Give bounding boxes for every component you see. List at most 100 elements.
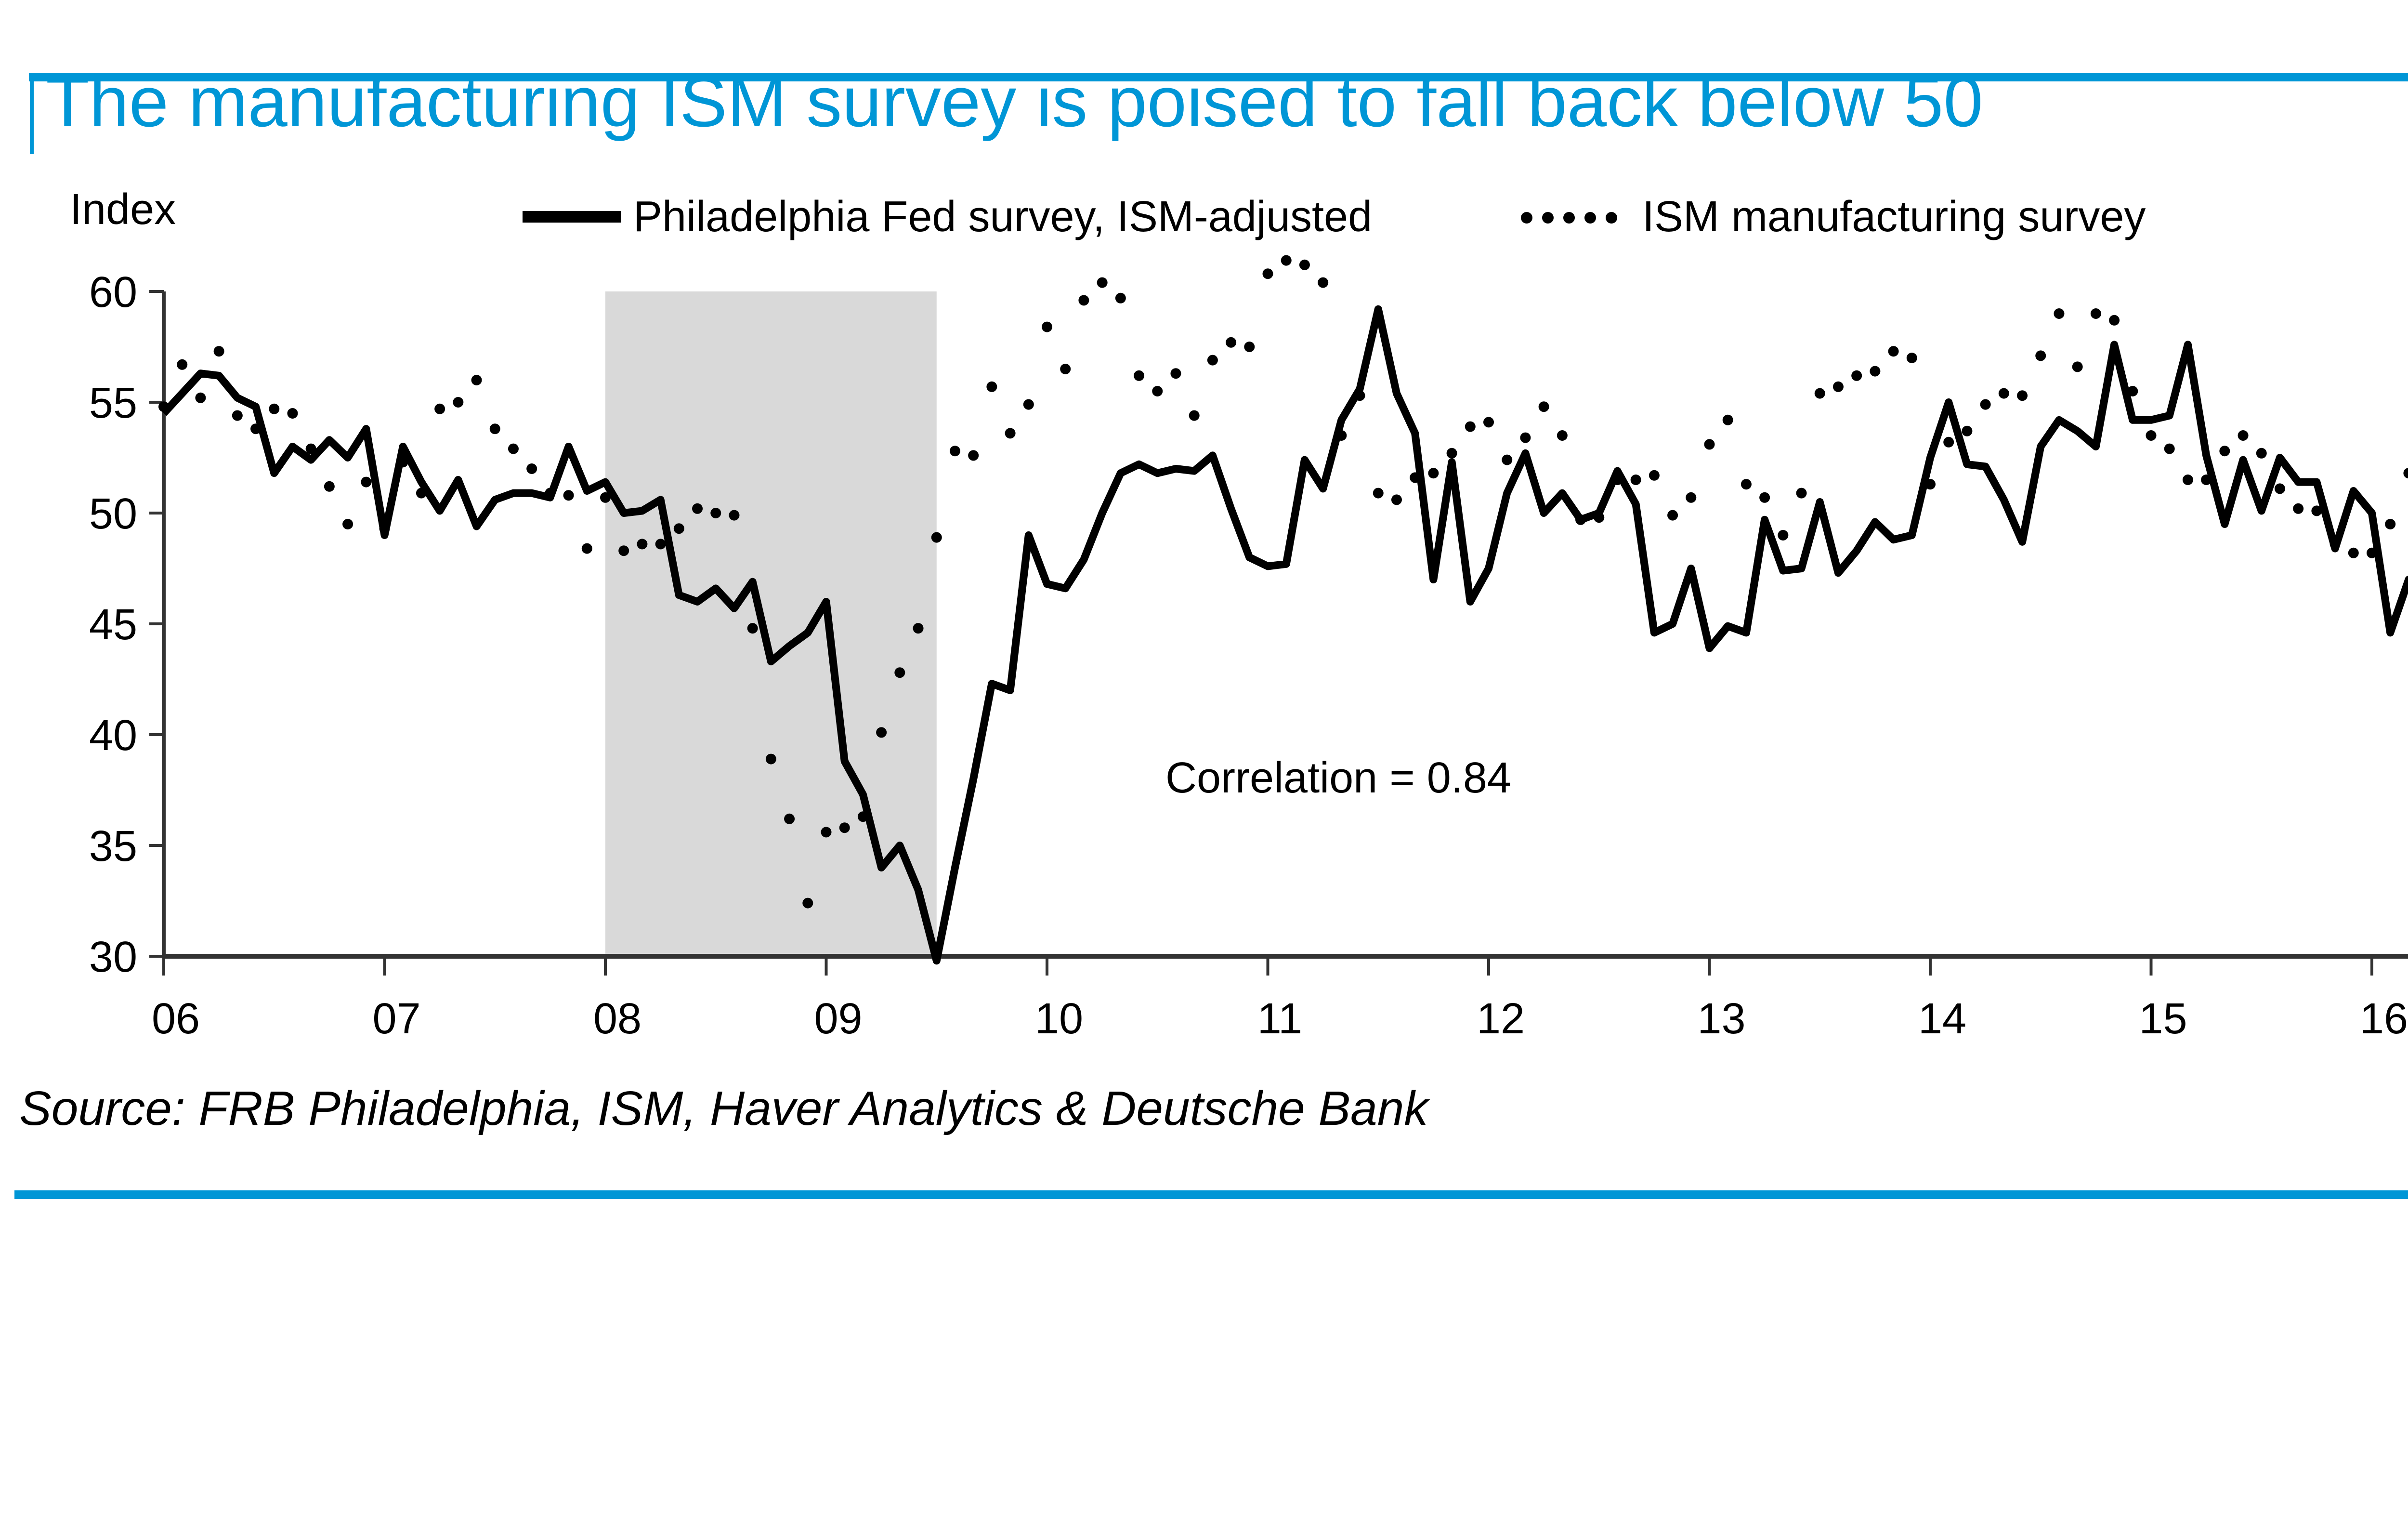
- ism-data-point: [747, 623, 758, 634]
- ism-data-point: [1998, 388, 2009, 399]
- ism-data-point: [1207, 355, 1218, 366]
- ism-data-point: [2293, 503, 2304, 514]
- ism-data-point: [1741, 479, 1752, 490]
- ism-data-point: [1152, 386, 1163, 396]
- ism-data-point: [1888, 346, 1899, 357]
- ism-data-point: [563, 490, 574, 501]
- ism-data-point: [1906, 353, 1917, 363]
- ism-data-point: [931, 532, 942, 543]
- y-tick-label-left: 45: [89, 601, 137, 649]
- ism-data-point: [397, 457, 408, 468]
- ism-data-point: [1354, 390, 1365, 401]
- source-note: Source: FRB Philadelphia, ISM, Haver Ana…: [19, 1082, 1430, 1135]
- ism-data-point: [1078, 295, 1089, 306]
- ism-data-point: [287, 408, 298, 419]
- ism-data-point: [379, 523, 390, 534]
- ism-data-point: [232, 410, 243, 421]
- ism-data-point: [471, 375, 482, 385]
- ism-data-point: [2385, 519, 2396, 529]
- ism-data-point: [526, 463, 537, 474]
- correlation-annotation: Correlation = 0.84: [1165, 754, 1511, 802]
- x-tick-label: 13: [1697, 995, 1745, 1043]
- ism-data-point: [1704, 439, 1715, 450]
- ism-data-point: [1428, 468, 1439, 479]
- ism-data-point: [2403, 468, 2408, 479]
- ism-data-point: [637, 539, 648, 550]
- ism-data-point: [655, 539, 666, 550]
- ism-data-point: [1299, 259, 1310, 270]
- ism-data-point: [250, 423, 262, 435]
- ism-data-point: [195, 392, 206, 403]
- ism-data-point: [545, 488, 556, 499]
- ism-data-point: [1722, 414, 1733, 425]
- ism-data-point: [1667, 510, 1678, 521]
- ism-data-point: [1483, 417, 1494, 428]
- ism-data-point: [1134, 370, 1145, 381]
- ism-data-point: [2348, 547, 2359, 558]
- y-tick-label-left: 40: [89, 712, 137, 760]
- x-tick-label: 08: [593, 995, 641, 1043]
- ism-data-point: [1943, 436, 1954, 448]
- x-tick-label: 16: [2360, 995, 2408, 1043]
- ism-data-point: [2035, 350, 2046, 361]
- chart-title: The manufacturing ISM survey is poised t…: [46, 62, 1983, 142]
- ism-data-point: [213, 346, 224, 357]
- ism-data-point: [489, 423, 500, 435]
- x-tick-label: 09: [814, 995, 862, 1043]
- ism-data-point: [324, 481, 335, 492]
- ism-data-point: [600, 492, 611, 503]
- x-tick-label: 11: [1257, 995, 1302, 1043]
- ism-data-point: [1814, 388, 1825, 399]
- ism-data-point: [673, 523, 684, 534]
- ism-data-point: [1391, 494, 1402, 505]
- ism-data-point: [1170, 368, 1181, 379]
- series-line-philly-fed: [161, 305, 2408, 965]
- ism-data-point: [361, 476, 372, 488]
- series-ism-dots: [158, 255, 2408, 909]
- ism-data-point: [802, 897, 813, 909]
- ism-data-point: [1336, 430, 1347, 441]
- ism-data-point: [986, 381, 997, 392]
- ism-data-point: [692, 503, 703, 514]
- ism-data-point: [453, 397, 464, 408]
- ism-data-point: [1575, 514, 1586, 525]
- ism-data-point: [765, 753, 776, 765]
- ism-data-point: [2109, 315, 2120, 326]
- ism-data-point: [269, 403, 280, 414]
- y-tick-label-left: 55: [89, 379, 137, 427]
- ism-data-point: [2146, 430, 2157, 441]
- ism-data-point: [1520, 432, 1531, 443]
- ism-data-point: [2238, 430, 2249, 441]
- ism-data-point: [1465, 421, 1476, 432]
- ism-data-point: [2072, 361, 2083, 372]
- ism-data-point: [1832, 381, 1844, 392]
- ism-data-point: [1023, 399, 1034, 410]
- ism-data-point: [1796, 488, 1807, 499]
- recession-shade-layer: [605, 291, 937, 956]
- ism-data-point: [2201, 475, 2212, 485]
- ism-data-point: [2017, 390, 2028, 401]
- ism-data-point: [1226, 337, 1237, 348]
- ism-data-point: [2127, 386, 2138, 396]
- ism-data-point: [876, 727, 887, 738]
- ism-data-point: [857, 811, 868, 822]
- ism-data-point: [1612, 475, 1623, 485]
- ism-data-point: [2256, 448, 2267, 459]
- axes: 3030353540404545505055556060060708091011…: [89, 268, 2408, 1043]
- recession-shade: [605, 291, 937, 956]
- ism-data-point: [2054, 308, 2065, 319]
- y-tick-label-left: 60: [89, 268, 137, 317]
- ism-data-point: [1005, 428, 1016, 439]
- ism-data-point: [1925, 479, 1936, 490]
- ism-data-point: [1060, 364, 1071, 374]
- ism-data-point: [2164, 443, 2175, 454]
- ism-data-point: [1446, 448, 1457, 459]
- ism-data-point: [1962, 425, 1973, 436]
- y-tick-label-left: 50: [89, 490, 137, 538]
- ism-data-point: [1778, 530, 1789, 541]
- ism-data-point: [1115, 292, 1126, 303]
- x-tick-label: 12: [1477, 995, 1525, 1043]
- ism-data-point: [2329, 539, 2341, 550]
- ism-data-point: [2219, 446, 2230, 457]
